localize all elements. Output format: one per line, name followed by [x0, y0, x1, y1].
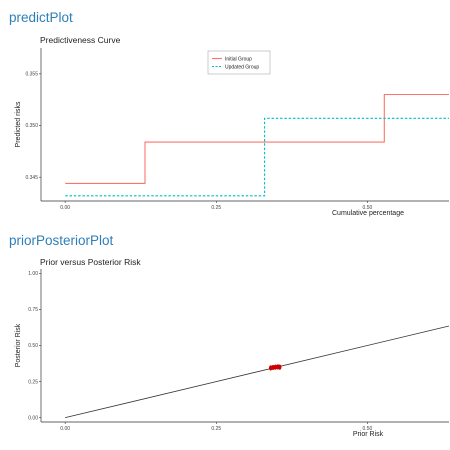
x-tick-label: 0.50 — [363, 205, 373, 211]
y-tick-label: 0.25 — [28, 379, 38, 385]
y-axis-title: Predicted risks — [15, 101, 22, 147]
chart-title: Predictiveness Curve — [40, 35, 121, 45]
y-tick-label: 0.350 — [25, 123, 38, 129]
x-tick-label: 0.25 — [211, 205, 221, 211]
y-tick-label: 0.75 — [28, 307, 38, 313]
y-tick-label: 0.345 — [25, 175, 38, 181]
y-axis-title: Posterior Risk — [15, 323, 22, 367]
section-title-prior-posterior-plot: priorPosteriorPlot — [9, 233, 114, 248]
section-title-predict-plot: predictPlot — [9, 10, 73, 25]
prior-posterior-chart: Prior versus Posterior Risk 0.00 0.25 0.50 0… — [15, 257, 450, 438]
legend-label-initial: Initial Group — [225, 56, 252, 62]
y-tick-label: 1.00 — [28, 271, 38, 277]
x-tick-label: 0.50 — [363, 426, 373, 432]
legend-label-updated: Updated Group — [225, 64, 259, 70]
x-axis-title: Cumulative percentage — [332, 210, 404, 217]
y-tick-label: 0.00 — [28, 415, 38, 421]
predictiveness-curve-chart: Predictiveness Curve 0.345 0.350 0.355 0.00 0… — [15, 35, 449, 217]
initial-group-line — [65, 93, 449, 184]
y-tick-label: 0.50 — [28, 343, 38, 349]
data-point — [273, 364, 278, 370]
x-tick-label: 0.25 — [211, 426, 221, 432]
x-tick-label: 0.00 — [60, 426, 70, 432]
posterior-reference-line — [65, 325, 450, 419]
x-tick-label: 0.00 — [60, 205, 70, 211]
data-point — [271, 364, 275, 371]
y-tick-label: 0.355 — [25, 72, 38, 78]
x-axis-title: Prior Risk — [353, 431, 384, 438]
data-point — [278, 364, 282, 370]
legend-box — [207, 50, 271, 75]
updated-group-line — [65, 117, 449, 197]
chart-title: Prior versus Posterior Risk — [40, 257, 141, 267]
